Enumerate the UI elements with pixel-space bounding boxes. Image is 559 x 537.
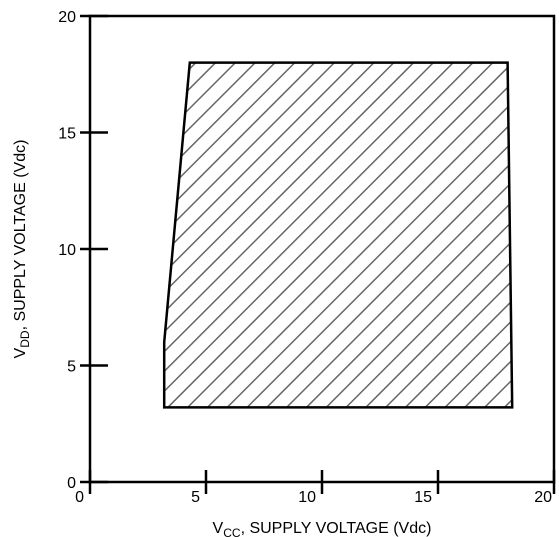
x-tick-label: 15: [414, 489, 432, 506]
x-tick-label: 10: [298, 489, 316, 506]
y-axis-title-sub: DD: [18, 330, 32, 348]
y-axis-title: VDD, SUPPLY VOLTAGE (Vdc): [12, 140, 32, 359]
y-tick-label: 10: [58, 242, 76, 259]
x-axis-tick-labels: 0 5 10 15 20: [75, 489, 552, 506]
y-axis-ticks: [80, 14, 108, 484]
y-axis-title-rest: , SUPPLY VOLTAGE (Vdc): [12, 140, 29, 331]
y-tick-label: 5: [67, 359, 76, 376]
x-axis-title-main: V: [213, 520, 224, 537]
operating-region: [162, 61, 514, 409]
x-tick-label: 0: [75, 489, 84, 506]
x-axis-title-rest: , SUPPLY VOLTAGE (Vdc): [241, 520, 432, 537]
y-axis-title-main: V: [12, 347, 29, 358]
x-axis-title-sub: CC: [223, 526, 241, 537]
x-tick-label: 5: [191, 489, 200, 506]
y-tick-label: 0: [67, 475, 76, 492]
y-axis-tick-labels: 0 5 10 15 20: [58, 9, 76, 492]
x-axis-ticks: [88, 470, 556, 494]
x-axis-title: VCC, SUPPLY VOLTAGE (Vdc): [213, 520, 432, 537]
y-tick-label: 20: [58, 9, 76, 26]
x-tick-label: 20: [534, 489, 552, 506]
y-tick-label: 15: [58, 126, 76, 143]
